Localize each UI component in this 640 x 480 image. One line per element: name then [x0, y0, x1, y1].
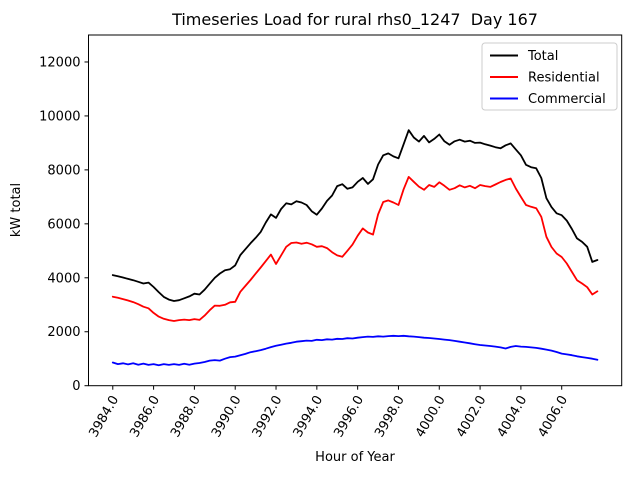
x-tick-label: 4004.0: [495, 393, 531, 440]
plot-border: [88, 34, 623, 387]
y-tick-label: 10000: [39, 109, 80, 124]
x-axis-label: Hour of Year: [315, 450, 395, 465]
y-axis-label: kW total: [9, 183, 24, 237]
x-tick-label: 3994.0: [291, 393, 327, 440]
legend-label-commercial: Commercial: [528, 92, 606, 107]
series-line-residential: [111, 175, 599, 322]
chart-title: Timeseries Load for rural rhs0_1247 Day …: [171, 10, 538, 30]
x-tick-label: 4006.0: [535, 393, 571, 440]
x-tick-label: 3996.0: [331, 393, 367, 440]
y-tick-label: 6000: [47, 217, 80, 232]
legend-label-residential: Residential: [528, 71, 600, 86]
series-line-commercial: [111, 334, 599, 367]
y-tick-label: 4000: [47, 271, 80, 286]
series-line-total: [111, 129, 599, 302]
x-tick-label: 3988.0: [168, 393, 204, 440]
y-tick-label: 12000: [39, 55, 80, 70]
x-tick-label: 3992.0: [250, 393, 286, 440]
y-tick-label: 8000: [47, 163, 80, 178]
x-tick-label: 3984.0: [87, 393, 123, 440]
x-tick-label: 3990.0: [209, 393, 245, 440]
x-tick-label: 3986.0: [127, 393, 163, 440]
x-tick-label: 4000.0: [413, 393, 449, 440]
x-tick-label: 3998.0: [372, 393, 408, 440]
x-tick-label: 4002.0: [454, 393, 490, 440]
legend: Total Residential Commercial: [481, 42, 618, 111]
legend-label-total: Total: [527, 49, 558, 64]
y-tick-label: 0: [72, 379, 80, 394]
legend-frame: [481, 42, 618, 111]
y-tick-label: 2000: [47, 325, 80, 340]
